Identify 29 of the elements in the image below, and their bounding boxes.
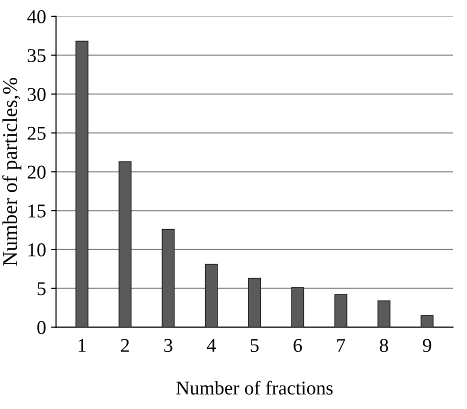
y-tick-label: 15 (28, 204, 46, 218)
y-tick-label: 30 (28, 88, 46, 102)
bar (204, 264, 218, 328)
y-tick-label: 20 (28, 166, 46, 179)
x-axis-title: Number of fractions (176, 380, 333, 395)
x-tick-label: 1 (78, 338, 86, 352)
bar (162, 228, 175, 328)
bar (248, 278, 261, 328)
x-tick-label: 5 (250, 339, 259, 352)
y-tick-label: 5 (38, 282, 46, 296)
bar (377, 300, 390, 328)
bar (291, 287, 304, 328)
bar (75, 40, 88, 328)
x-tick-label: 8 (380, 338, 388, 352)
x-tick-label: 3 (164, 338, 172, 352)
x-tick-label: 6 (294, 338, 302, 352)
y-tick-label: 35 (28, 49, 46, 62)
bar (118, 161, 132, 328)
x-tick-label: 9 (422, 338, 432, 352)
x-tick-label: 4 (206, 339, 216, 352)
y-tick-label: 40 (27, 10, 46, 24)
bar (334, 294, 348, 328)
y-axis-title: Number of particles,% (2, 78, 22, 266)
x-tick-label: 2 (121, 338, 129, 352)
y-tick-label: 25 (28, 126, 46, 140)
y-tick-label: 0 (37, 321, 46, 334)
y-tick-label: 10 (28, 243, 46, 256)
x-tick-label: 7 (337, 339, 346, 352)
bar (420, 315, 434, 328)
